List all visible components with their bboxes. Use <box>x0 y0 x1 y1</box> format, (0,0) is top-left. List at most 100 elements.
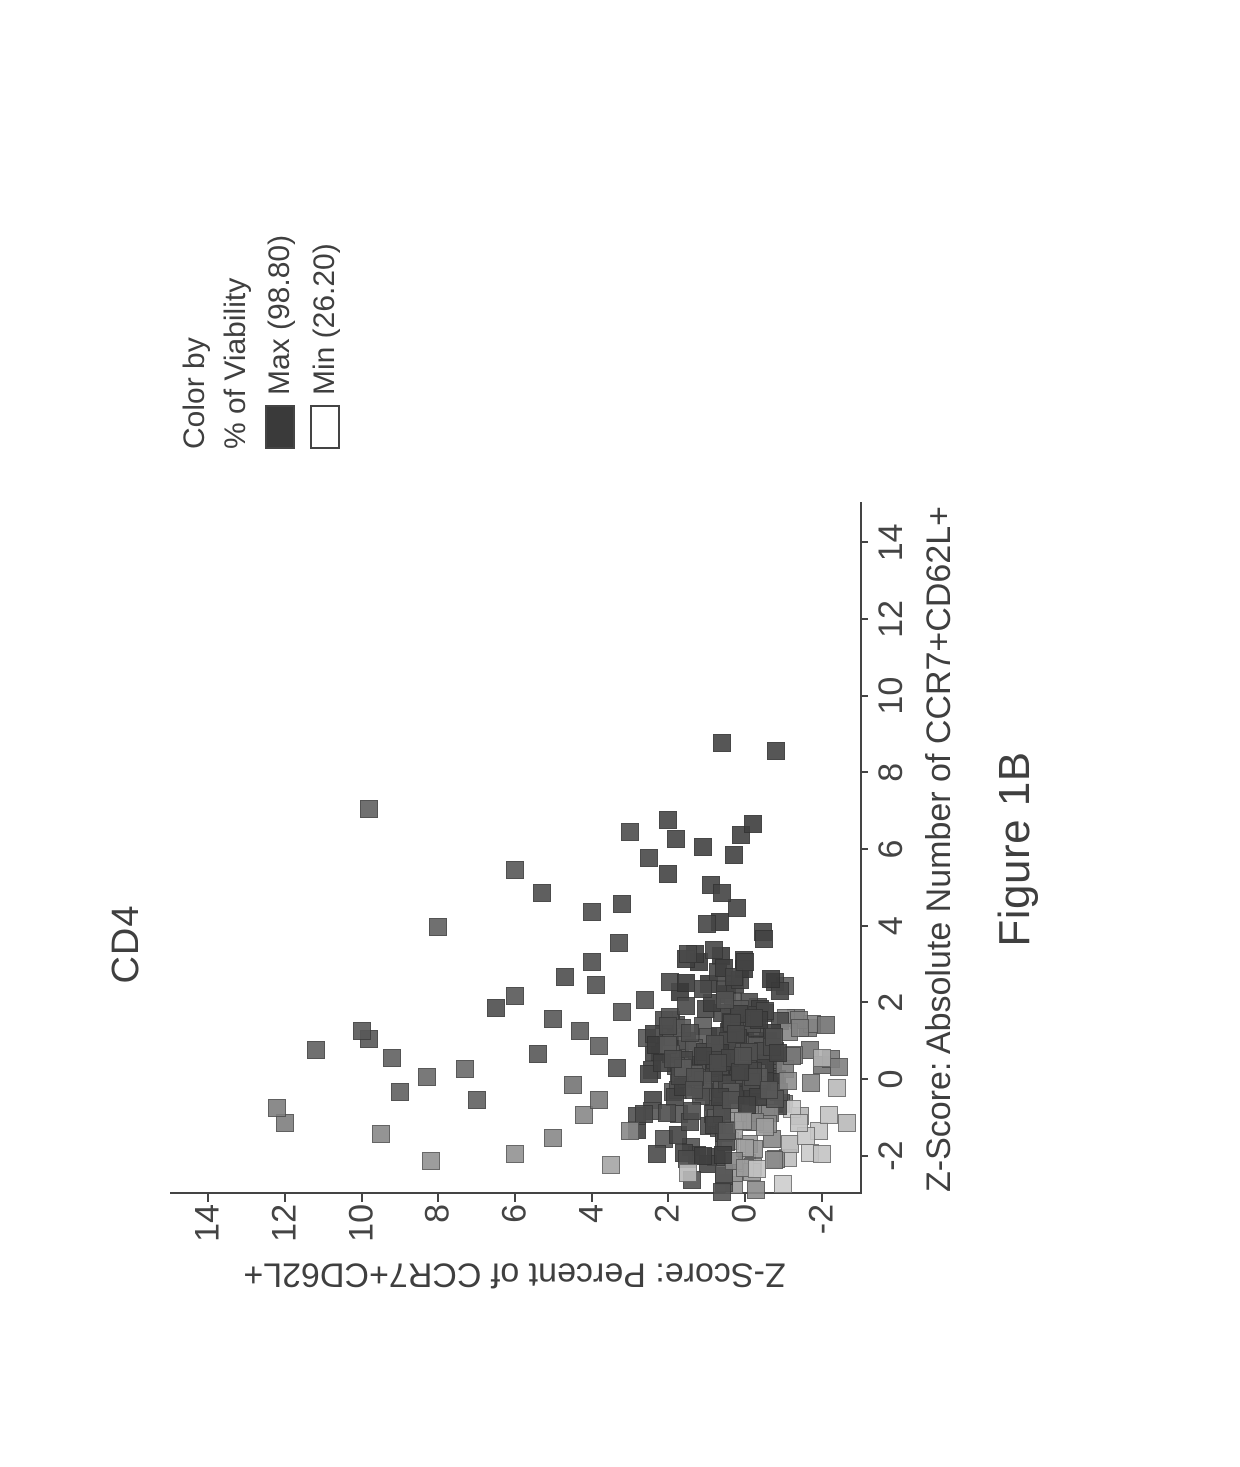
scatter-point <box>583 903 601 921</box>
x-tick-label: 12 <box>872 600 911 638</box>
y-tick-label: 10 <box>342 1204 381 1254</box>
x-axis-label: Z-Score: Absolute Number of CCR7+CD62L+ <box>920 504 959 1194</box>
scatter-point <box>456 1060 474 1078</box>
scatter-point <box>360 799 378 817</box>
scatter-point <box>391 1083 409 1101</box>
scatter-point <box>679 945 697 963</box>
x-tick-label: 10 <box>872 676 911 714</box>
scatter-point <box>661 973 679 991</box>
scatter-point <box>533 884 551 902</box>
scatter-point <box>679 1163 697 1181</box>
x-tick-label: 14 <box>872 523 911 561</box>
scatter-point <box>769 1044 787 1062</box>
legend-row-max: Max (98.80) <box>260 234 301 448</box>
scatter-point <box>767 742 785 760</box>
scatter-point <box>544 1010 562 1028</box>
scatter-point <box>659 811 677 829</box>
legend-swatch-max <box>265 405 295 449</box>
legend-label-min: Min (26.20) <box>305 243 346 395</box>
y-tick-label: 12 <box>266 1204 305 1254</box>
scatter-point <box>307 1041 325 1059</box>
scatter-point <box>683 1101 701 1119</box>
scatter-point <box>728 899 746 917</box>
scatter-point <box>681 1024 699 1042</box>
x-tick-label: 4 <box>872 916 911 935</box>
x-tick-label: 8 <box>872 762 911 781</box>
scatter-point <box>817 1015 835 1033</box>
scatter-point <box>838 1114 856 1132</box>
scatter-point <box>694 838 712 856</box>
x-tick-label: 6 <box>872 839 911 858</box>
scatter-point <box>664 1050 682 1068</box>
scatter-point <box>774 1175 792 1193</box>
scatter-point <box>640 849 658 867</box>
scatter-point <box>756 1117 774 1135</box>
y-tick-label: 14 <box>189 1204 228 1254</box>
scatter-point <box>802 1073 820 1091</box>
legend-title-1: Color by <box>175 234 216 448</box>
scatter-point <box>268 1098 286 1116</box>
chart-title: CD4 <box>105 504 148 1384</box>
scatter-point <box>745 1009 763 1027</box>
scatter-point <box>422 1152 440 1170</box>
scatter-point <box>621 1121 639 1139</box>
scatter-point <box>694 1147 712 1165</box>
figure-caption: Figure 1B <box>990 504 1040 1194</box>
scatter-point <box>418 1068 436 1086</box>
scatter-point <box>828 1079 846 1097</box>
y-tick-label: 2 <box>649 1204 688 1254</box>
scatter-point <box>383 1048 401 1066</box>
scatter-plot-area <box>170 502 862 1194</box>
scatter-point <box>685 1081 703 1099</box>
scatter-point <box>765 1027 783 1045</box>
scatter-point <box>506 861 524 879</box>
scatter-point <box>487 999 505 1017</box>
scatter-point <box>725 845 743 863</box>
scatter-point <box>590 1091 608 1109</box>
scatter-point <box>765 1151 783 1169</box>
color-legend: Color by % of Viability Max (98.80) Min … <box>175 234 345 448</box>
scatter-point <box>636 991 654 1009</box>
x-tick-label: 0 <box>872 1069 911 1088</box>
chart-block: CD4 Z-Score: Absolute Number of CCR7+CD6… <box>100 84 1140 1384</box>
legend-row-min: Min (26.20) <box>305 234 346 448</box>
y-tick-label: 0 <box>726 1204 765 1254</box>
scatter-point <box>677 997 695 1015</box>
scatter-point <box>667 830 685 848</box>
scatter-point <box>372 1125 390 1143</box>
scatter-point <box>621 822 639 840</box>
scatter-point <box>713 734 731 752</box>
scatter-point <box>790 1113 808 1131</box>
scatter-point <box>694 979 712 997</box>
scatter-point <box>608 1059 626 1077</box>
scatter-point <box>734 1111 752 1129</box>
scatter-point <box>429 918 447 936</box>
scatter-point <box>610 933 628 951</box>
scatter-point <box>713 884 731 902</box>
scatter-point <box>468 1091 486 1109</box>
scatter-point <box>613 1002 631 1020</box>
scatter-point <box>755 930 773 948</box>
scatter-point <box>714 1145 732 1163</box>
scatter-point <box>635 1104 653 1122</box>
scatter-point <box>353 1022 371 1040</box>
scatter-point <box>506 1144 524 1162</box>
y-tick-label: 4 <box>572 1204 611 1254</box>
scatter-point <box>544 1129 562 1147</box>
scatter-point <box>747 1181 765 1199</box>
legend-swatch-min <box>310 405 340 449</box>
scatter-point <box>716 991 734 1009</box>
scatter-point <box>820 1106 838 1124</box>
scatter-point <box>791 1018 809 1036</box>
scatter-point <box>659 864 677 882</box>
scatter-point <box>602 1156 620 1174</box>
y-tick-label: -2 <box>802 1204 841 1254</box>
x-tick-label: 2 <box>872 992 911 1011</box>
scatter-point <box>830 1057 848 1075</box>
scatter-point <box>677 974 695 992</box>
scatter-point <box>698 914 716 932</box>
scatter-point <box>779 1071 797 1089</box>
legend-title-2: % of Viability <box>216 234 257 448</box>
scatter-point <box>813 1144 831 1162</box>
scatter-point <box>648 1145 666 1163</box>
